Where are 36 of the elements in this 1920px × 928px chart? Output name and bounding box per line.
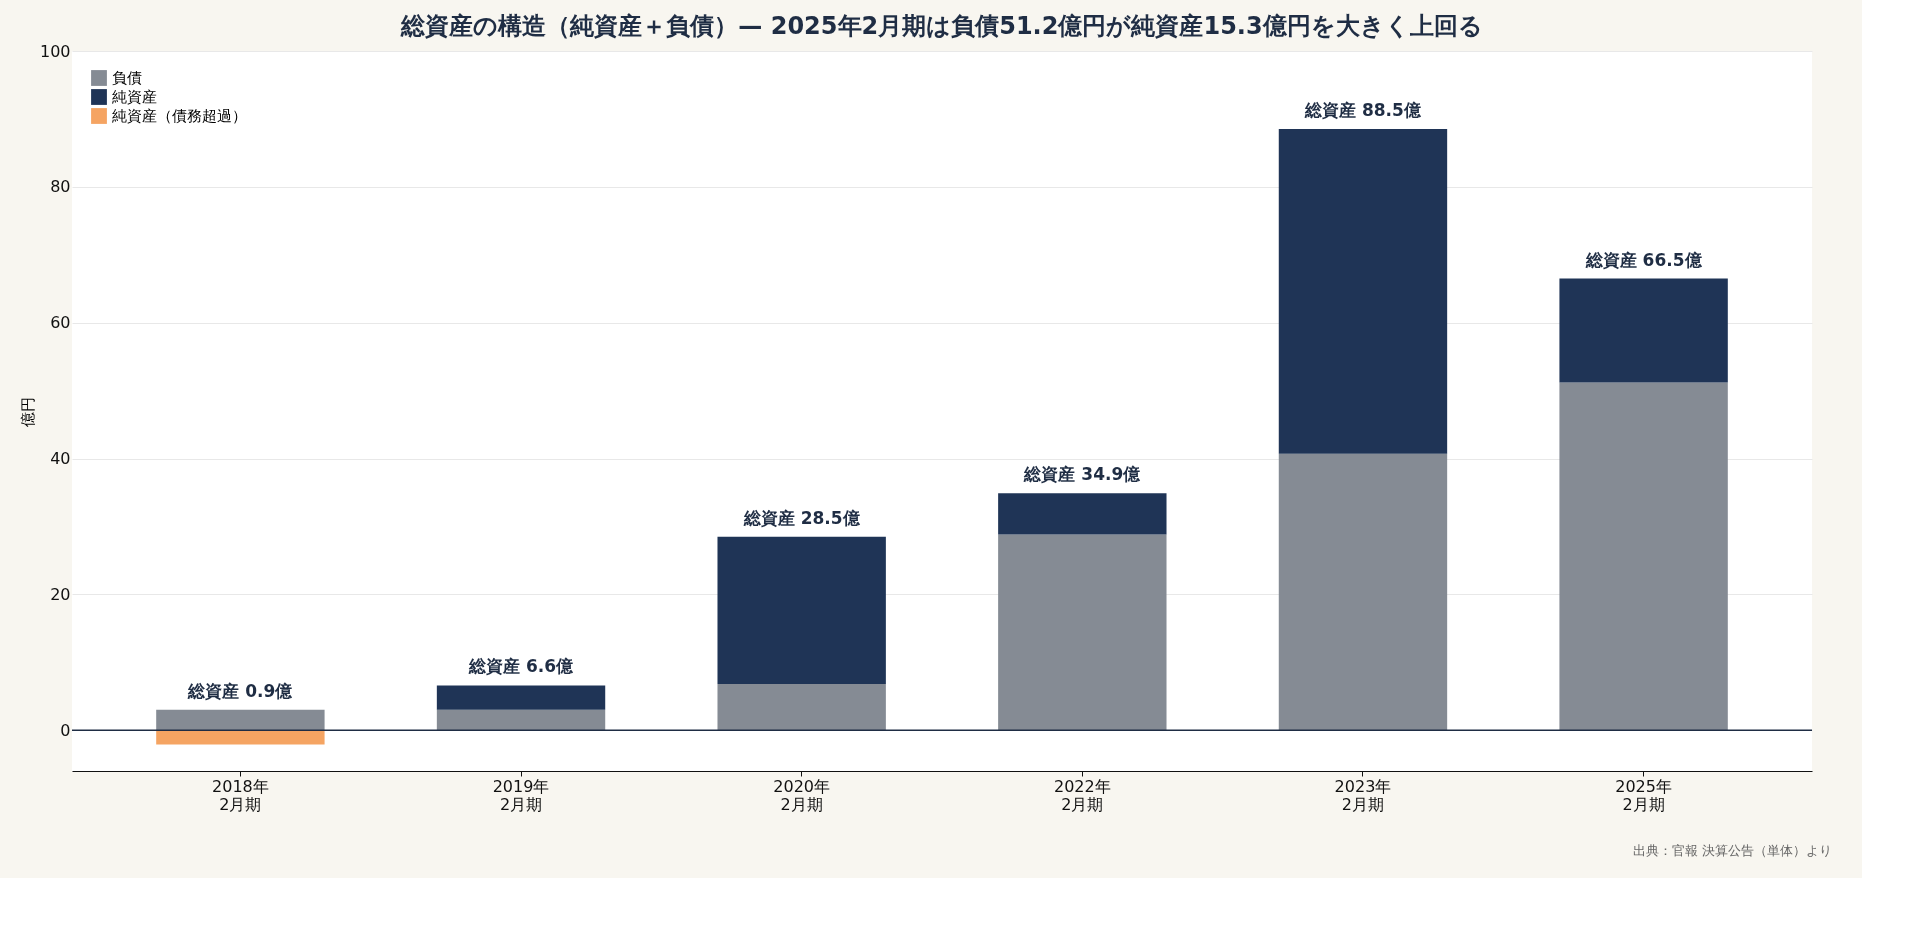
legend-label: 負債 bbox=[112, 69, 142, 87]
bar bbox=[156, 730, 325, 745]
total-label: 総資産 0.9億 bbox=[187, 680, 294, 701]
y-tick-label: 60 bbox=[50, 313, 71, 333]
total-label: 総資産 88.5億 bbox=[1304, 100, 1422, 121]
bar bbox=[436, 709, 606, 731]
chart-title: 総資産の構造（純資産＋負債）— 2025年2月期は負債51.2億円が純資産15.3億円を大きく上回る bbox=[400, 12, 1483, 40]
total-label: 総資産 66.5億 bbox=[1584, 249, 1703, 270]
total-label: 総資産 34.9億 bbox=[1023, 464, 1142, 485]
source-note: 出典：官報 決算公告（単体）より bbox=[1632, 843, 1832, 858]
total-label: 総資産 6.6億 bbox=[468, 656, 575, 677]
total-label: 総資産 28.5億 bbox=[742, 507, 861, 528]
x-tick-label: 2022年 2月期 bbox=[1053, 776, 1111, 814]
y-tick-label: 20 bbox=[50, 584, 71, 604]
x-tick-label: 2019年 2月期 bbox=[492, 776, 550, 814]
x-tick-label: 2025年 2月期 bbox=[1615, 776, 1672, 814]
x-tick-label: 2018年 2月期 bbox=[212, 776, 269, 814]
bar bbox=[1559, 278, 1728, 383]
bar bbox=[717, 536, 886, 685]
bar bbox=[1559, 382, 1728, 731]
y-tick-label: 40 bbox=[50, 449, 71, 469]
bar bbox=[998, 493, 1167, 535]
y-tick-label: 80 bbox=[50, 177, 71, 197]
bar bbox=[717, 684, 886, 731]
legend-label: 純資産 bbox=[112, 88, 157, 106]
bar bbox=[436, 685, 606, 710]
bar bbox=[156, 709, 325, 731]
legend-label: 純資産（債務超過） bbox=[112, 107, 247, 125]
x-tick-label: 2023年 2月期 bbox=[1334, 776, 1392, 814]
y-tick-label: 100 bbox=[39, 41, 71, 61]
bar bbox=[1278, 453, 1448, 731]
bar bbox=[998, 534, 1167, 731]
y-tick-label: 0 bbox=[60, 720, 71, 740]
bar bbox=[1278, 129, 1448, 454]
x-tick-label: 2020年 2月期 bbox=[773, 776, 831, 814]
y-axis-title: 億円 bbox=[18, 396, 37, 427]
